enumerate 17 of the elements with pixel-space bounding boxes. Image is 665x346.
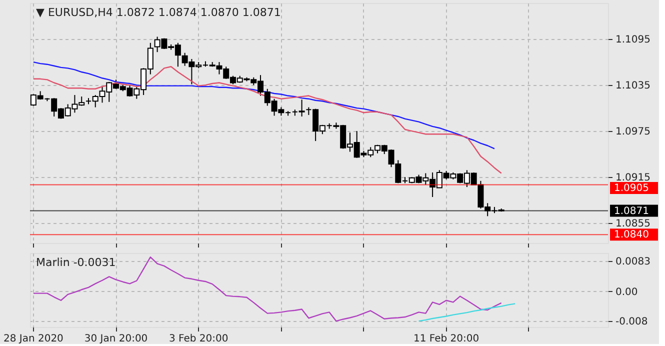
ref-line-label: 1.0905 — [614, 183, 649, 194]
chart-title: ▼ EURUSD,H4 1.0872 1.0874 1.0870 1.0871 — [36, 6, 281, 19]
y-tick-label: 1.1095 — [616, 34, 650, 46]
ref-line-label: 1.0840 — [614, 230, 649, 241]
x-tick-label: 30 Jan 20:00 — [84, 334, 148, 344]
y-tick-label: 1.0855 — [616, 218, 650, 230]
x-tick-label: 28 Jan 2020 — [3, 334, 64, 344]
y-tick-label: 1.0975 — [616, 126, 650, 138]
y-tick-label: 0.0083 — [616, 256, 650, 268]
x-tick-label: 3 Feb 20:00 — [168, 334, 228, 344]
chart-title: Marlin -0.0031 — [36, 256, 116, 269]
y-tick-label: -0.008 — [616, 316, 648, 328]
x-tick-label: 11 Feb 20:00 — [413, 334, 480, 344]
y-tick-label: 0.00 — [616, 286, 638, 298]
y-tick-label: 1.1035 — [616, 80, 650, 92]
y-tick-label: 1.0915 — [616, 172, 650, 184]
ref-line-label: 1.0871 — [614, 206, 649, 217]
